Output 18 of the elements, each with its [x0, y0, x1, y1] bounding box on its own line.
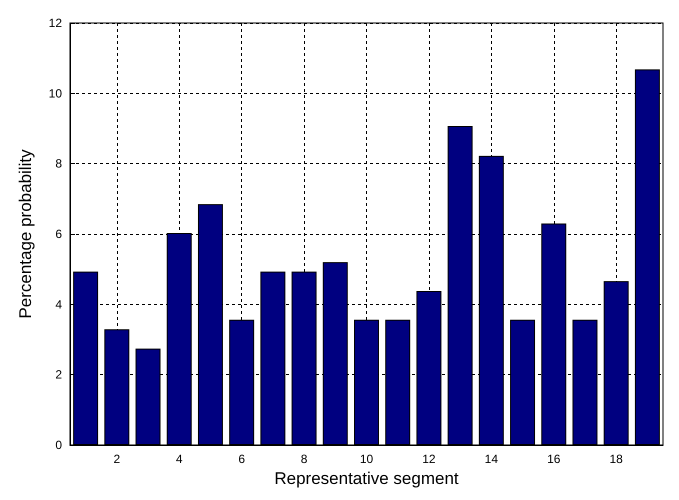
y-tick-label: 12: [48, 16, 62, 30]
x-tick-label: 2: [113, 452, 120, 466]
x-tick-label: 14: [484, 452, 498, 466]
x-tick-label: 8: [300, 452, 308, 466]
x-tick-label: 10: [360, 452, 374, 466]
y-axis-title: Percentage probability: [16, 148, 35, 319]
x-tick-label: 16: [547, 452, 561, 466]
y-tick-label: 6: [55, 227, 62, 241]
y-tick-label: 4: [55, 297, 62, 312]
x-axis-title: Representative segment: [274, 468, 459, 488]
x-tick-label: 18: [610, 452, 624, 466]
y-tick-label: 0: [55, 438, 62, 452]
y-tick-label: 8: [55, 156, 62, 171]
x-tick-label: 4: [176, 452, 183, 466]
y-tick-label: 2: [55, 368, 62, 382]
x-tick-label: 12: [422, 452, 436, 466]
y-tick-label: 10: [48, 86, 62, 100]
x-tick-label: 6: [238, 452, 246, 466]
